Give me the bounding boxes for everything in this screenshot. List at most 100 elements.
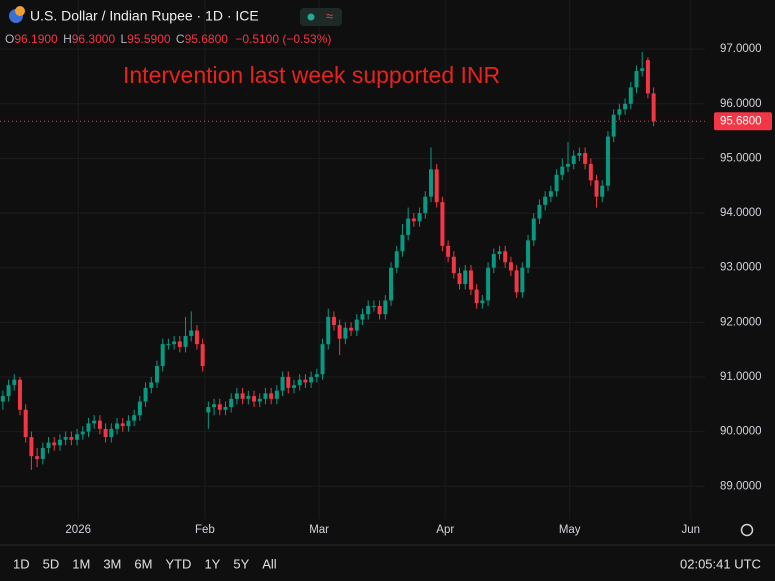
candle-body [349, 327, 354, 331]
candle-body [377, 305, 382, 315]
candle-body [252, 396, 257, 402]
candle-body [309, 376, 314, 383]
candle-body [537, 204, 542, 219]
candle-body [269, 393, 274, 399]
candle-body [491, 254, 496, 268]
candle-body [189, 330, 194, 336]
candle-body [303, 379, 308, 383]
range-button[interactable]: YTD [165, 556, 191, 571]
candle-body [320, 344, 325, 375]
candle-body [297, 379, 302, 386]
candle-body [508, 262, 513, 271]
candle-body [514, 270, 519, 293]
legend-value: 96.3000 [72, 32, 116, 46]
settings-icon[interactable] [740, 523, 754, 537]
candle-body [474, 289, 479, 304]
clock: 02:05:41 UTC [680, 556, 761, 571]
candle-body [554, 174, 559, 192]
candle-body [526, 240, 531, 268]
range-button[interactable]: 1D [13, 556, 30, 571]
candle-body [451, 256, 456, 274]
legend-value: 95.5900 [127, 32, 171, 46]
candle-body [103, 428, 108, 438]
candle-body [212, 404, 217, 408]
status-icon: ≈ [326, 8, 333, 23]
candle-body [200, 344, 205, 367]
last-price-box [714, 112, 772, 131]
candle-body [0, 396, 5, 402]
status-badge[interactable] [300, 8, 342, 26]
candle-body [560, 166, 565, 175]
candle-body [583, 152, 588, 164]
candle-body [486, 267, 491, 301]
candle-body [126, 420, 131, 427]
candle-body [383, 300, 388, 315]
legend-label: C [176, 32, 185, 46]
candle-body [651, 93, 656, 122]
range-button[interactable]: 5Y [233, 556, 249, 571]
candle-body [97, 420, 102, 429]
candle-body [634, 71, 639, 88]
candle-body [314, 374, 319, 377]
candle-body [132, 415, 137, 421]
candle-body [326, 316, 331, 345]
annotation: Intervention last week supported INR [123, 62, 500, 88]
candle-body [246, 396, 251, 399]
y-tick-label: 95.0000 [720, 152, 762, 164]
candle-body [640, 68, 645, 72]
range-button[interactable]: 6M [134, 556, 152, 571]
legend-change: −0.5100 (−0.53%) [235, 32, 331, 46]
candle-body [440, 202, 445, 246]
range-button[interactable]: All [262, 556, 277, 571]
x-tick-label: Mar [309, 524, 329, 536]
y-tick-label: 97.0000 [720, 43, 762, 55]
candle-body [75, 434, 80, 440]
candle-body [115, 423, 120, 429]
candle-body [29, 437, 34, 457]
x-tick-label: Feb [195, 524, 215, 536]
ohlc-legend: O96.1900 H96.3000 L95.5900 C95.6800 −0.5… [5, 32, 331, 46]
candle-body [17, 379, 22, 410]
candle-body [594, 180, 599, 197]
candle-body [457, 273, 462, 285]
y-tick-label: 92.0000 [720, 316, 762, 328]
candle-body [154, 366, 159, 383]
x-tick-label: Jun [681, 524, 700, 536]
candle-body [600, 185, 605, 197]
candle-body [623, 103, 628, 110]
symbol-title: U.S. Dollar / Indian Rupee · 1D · ICE [30, 8, 259, 24]
y-tick-label: 90.0000 [720, 426, 762, 438]
range-button[interactable]: 1M [72, 556, 90, 571]
candle-body [565, 163, 570, 167]
candle-body [389, 267, 394, 301]
range-button[interactable]: 5D [43, 556, 60, 571]
candle-body [35, 456, 40, 459]
legend-value: 96.1900 [14, 32, 58, 46]
legend-label: O [5, 32, 14, 46]
y-tick-label: 91.0000 [720, 371, 762, 383]
candle-body [503, 251, 508, 263]
candle-body [120, 423, 125, 427]
candle-body [217, 404, 222, 410]
candle-body [12, 379, 17, 386]
candle-body [143, 387, 148, 402]
y-tick-label: 94.0000 [720, 207, 762, 219]
candle-body [520, 267, 525, 293]
candle-body [354, 319, 359, 331]
last-price-label: 95.6800 [720, 115, 762, 127]
candle-body [80, 431, 85, 435]
candle-body [206, 407, 211, 413]
candle-body [617, 109, 622, 115]
candle-body [343, 327, 348, 339]
candle-body [52, 442, 57, 446]
candle-body [240, 393, 245, 399]
candle-body [234, 393, 239, 399]
range-button[interactable]: 1Y [204, 556, 220, 571]
range-button[interactable]: 3M [103, 556, 121, 571]
candle-body [480, 300, 485, 304]
candle-body [286, 376, 291, 388]
candle-body [577, 152, 582, 156]
candle-body [291, 385, 296, 388]
candle-body [571, 155, 576, 164]
